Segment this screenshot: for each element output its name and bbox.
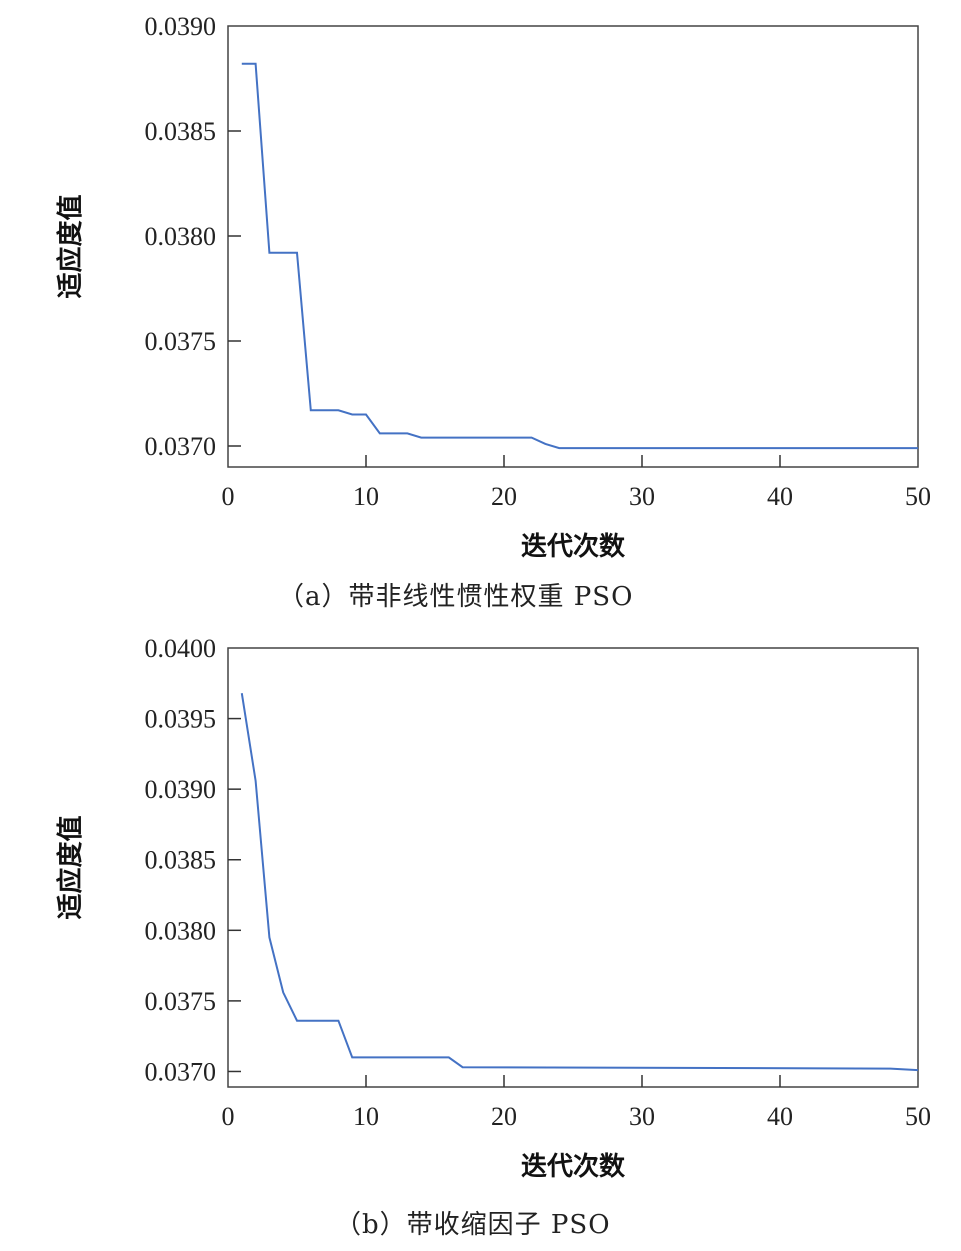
y-tick-label: 0.0380 xyxy=(145,916,217,945)
x-tick-label: 50 xyxy=(905,1102,931,1131)
y-tick-label: 0.0395 xyxy=(145,705,217,734)
y-tick-label: 0.0375 xyxy=(145,327,217,356)
x-axis-title: 迭代次数 xyxy=(521,532,626,562)
y-tick-label: 0.0370 xyxy=(145,1057,217,1086)
plot-frame xyxy=(227,25,919,468)
y-tick-label: 0.0390 xyxy=(145,775,217,804)
x-tick-label: 30 xyxy=(629,482,655,511)
fitness-curve xyxy=(240,693,919,1072)
y-tick-label: 0.0390 xyxy=(145,12,217,41)
plot-frame xyxy=(227,647,919,1088)
y-axis-title: 适应度值 xyxy=(55,194,86,298)
chart-a: 0 10 20 30 40 50 0.0370 0.0375 0.0380 0.0385 0.039… xyxy=(55,12,931,562)
y-tick-label: 0.0370 xyxy=(145,432,217,461)
y-axis-title: 适应度值 xyxy=(55,815,86,919)
y-tick-label: 0.0385 xyxy=(145,846,217,875)
x-tick-label: 20 xyxy=(491,1102,517,1131)
caption-b: （b）带收缩因子 PSO xyxy=(335,1210,611,1240)
x-axis-title: 迭代次数 xyxy=(521,1152,626,1182)
x-tick-label: 0 xyxy=(222,482,235,511)
x-tick-label: 30 xyxy=(629,1102,655,1131)
x-tick-label: 20 xyxy=(491,482,517,511)
y-tick-label: 0.0400 xyxy=(145,634,217,663)
fitness-curve xyxy=(241,62,918,450)
x-tick-label: 50 xyxy=(905,482,931,511)
x-tick-label: 40 xyxy=(767,482,793,511)
x-tick-label: 0 xyxy=(222,1102,235,1131)
x-tick-label: 40 xyxy=(767,1102,793,1131)
y-tick-label: 0.0380 xyxy=(145,222,217,251)
x-tick-label: 10 xyxy=(353,482,379,511)
y-tick-label: 0.0385 xyxy=(145,117,217,146)
x-tick-label: 10 xyxy=(353,1102,379,1131)
caption-a: （a）带非线性惯性权重 PSO xyxy=(278,582,634,612)
chart-b: 0 10 20 30 40 50 0.0370 0.0375 0.0380 0.0385 0.039… xyxy=(55,634,931,1182)
y-tick-label: 0.0375 xyxy=(145,987,217,1016)
